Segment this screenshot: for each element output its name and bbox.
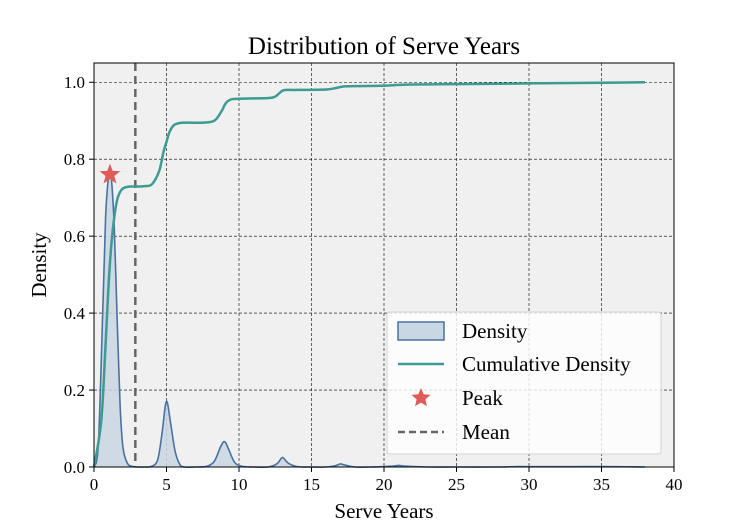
y-tick-label: 0.6 xyxy=(64,227,85,246)
x-tick-label: 25 xyxy=(448,475,465,494)
axis-ticks: 0 5 10 15 20 25 30 35 40 0.0 0.2 0.4 0.6 0.8 1.0 xyxy=(64,73,683,494)
x-tick-label: 20 xyxy=(376,475,393,494)
peak-marker xyxy=(99,163,121,184)
legend-box xyxy=(386,311,662,455)
y-tick-label: 0.0 xyxy=(64,458,85,477)
y-axis-title: Density xyxy=(27,232,51,298)
legend-label-density: Density xyxy=(462,319,528,343)
legend-swatch-peak xyxy=(411,388,431,407)
x-tick-label: 40 xyxy=(666,475,683,494)
density-series xyxy=(93,171,646,469)
legend: Density Cumulative Density Peak Mean xyxy=(386,311,662,455)
x-axis-title: Serve Years xyxy=(334,499,433,523)
legend-label-peak: Peak xyxy=(462,386,503,410)
cumulative-series xyxy=(92,80,646,468)
x-tick-label: 5 xyxy=(162,475,171,494)
y-tick-label: 0.4 xyxy=(64,304,86,323)
legend-label-cumulative: Cumulative Density xyxy=(462,352,631,376)
y-tick-label: 0.8 xyxy=(64,150,85,169)
y-tick-label: 1.0 xyxy=(64,73,85,92)
x-tick-label: 35 xyxy=(593,475,610,494)
x-tick-label: 10 xyxy=(231,475,248,494)
legend-swatch-density xyxy=(397,321,445,341)
chart-title: Distribution of Serve Years xyxy=(248,33,520,60)
cumulative-line xyxy=(92,80,646,468)
x-tick-label: 30 xyxy=(521,475,538,494)
peak-series xyxy=(99,163,121,184)
density-line xyxy=(93,171,646,469)
legend-label-mean: Mean xyxy=(462,420,510,444)
x-tick-label: 15 xyxy=(303,475,320,494)
x-tick-label: 0 xyxy=(90,475,99,494)
y-tick-label: 0.2 xyxy=(64,381,85,400)
